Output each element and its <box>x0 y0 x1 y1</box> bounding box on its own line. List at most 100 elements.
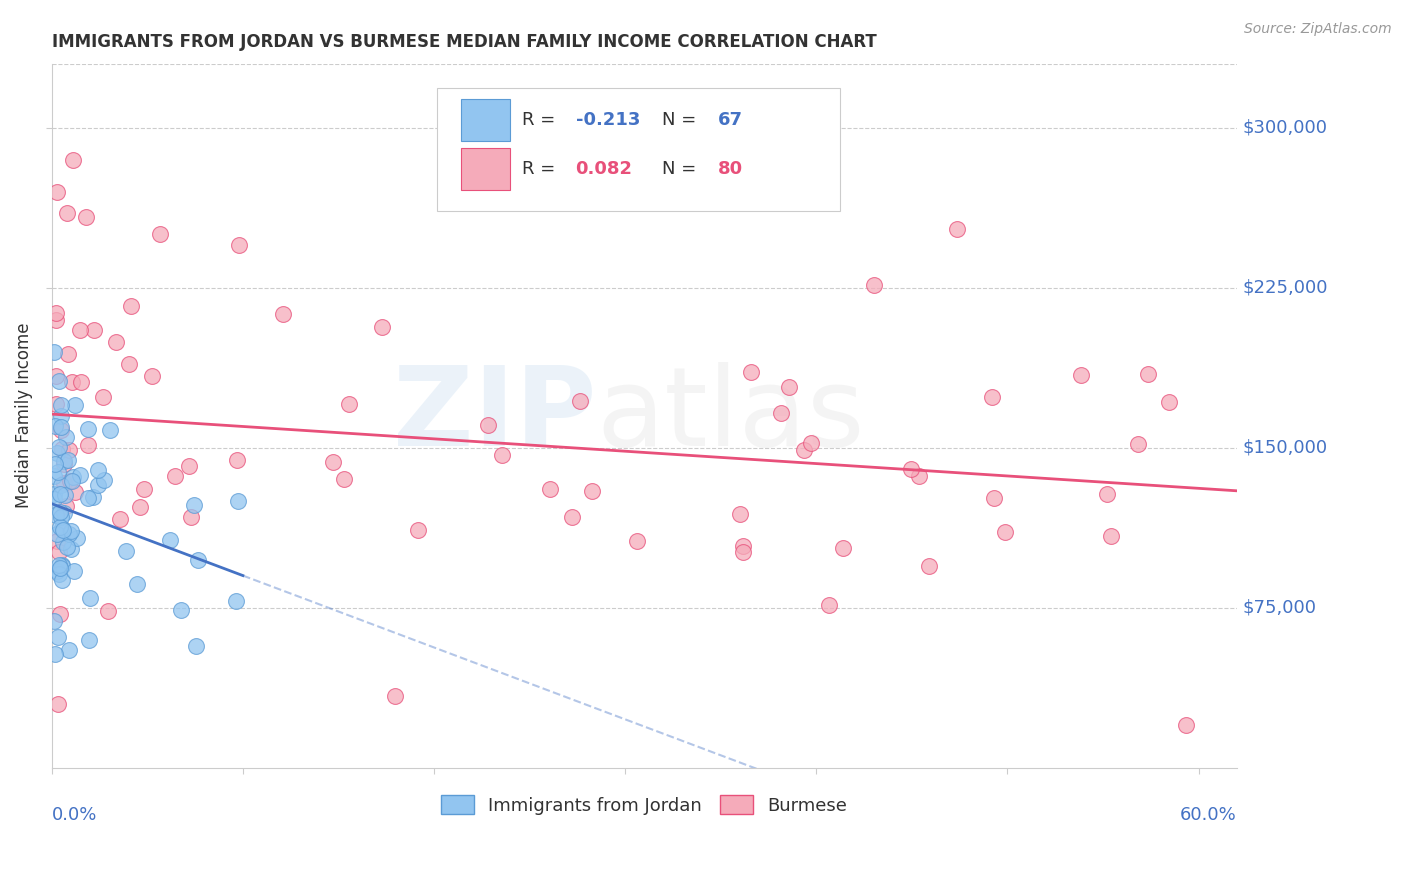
Point <box>53 488 76 502</box>
Point <box>97 604 120 618</box>
Point <box>62 375 84 389</box>
Point <box>77 632 100 647</box>
Point <box>76 437 98 451</box>
Point <box>51 520 73 534</box>
Point <box>55 430 77 444</box>
Point <box>271 307 294 321</box>
Point <box>108 512 131 526</box>
Point <box>48 545 70 559</box>
Point <box>322 455 344 469</box>
Point <box>225 452 247 467</box>
Point <box>86 477 108 491</box>
Point <box>56 540 79 554</box>
Point <box>56 206 79 220</box>
Point <box>46 630 69 644</box>
Point <box>87 463 110 477</box>
Text: -0.213: -0.213 <box>575 111 640 128</box>
Point <box>66 531 89 545</box>
Point <box>44 419 66 434</box>
Point <box>226 493 249 508</box>
Point <box>818 598 841 612</box>
Point <box>1070 368 1092 382</box>
Text: 0.0%: 0.0% <box>52 806 97 824</box>
Point <box>863 278 886 293</box>
Point <box>69 468 91 483</box>
Point <box>45 305 67 319</box>
Point <box>129 500 152 514</box>
Point <box>52 523 75 537</box>
Point <box>45 368 67 383</box>
Point <box>731 545 754 559</box>
Point <box>52 507 75 521</box>
Point <box>115 543 138 558</box>
Point <box>994 524 1017 539</box>
Point <box>58 347 80 361</box>
Point <box>225 593 247 607</box>
Point <box>51 477 73 491</box>
Point <box>98 423 121 437</box>
Point <box>730 507 752 521</box>
Text: 60.0%: 60.0% <box>1180 806 1237 824</box>
Point <box>117 357 139 371</box>
FancyBboxPatch shape <box>461 99 510 141</box>
Point <box>384 690 406 704</box>
Point <box>42 469 65 483</box>
Text: $150,000: $150,000 <box>1243 439 1327 457</box>
Text: 80: 80 <box>717 161 742 178</box>
Point <box>104 334 127 349</box>
Point <box>45 526 67 541</box>
Point <box>77 491 100 505</box>
Point <box>91 390 114 404</box>
Point <box>48 697 70 711</box>
Point <box>48 374 70 388</box>
Legend: Immigrants from Jordan, Burmese: Immigrants from Jordan, Burmese <box>434 789 855 822</box>
Y-axis label: Median Family Income: Median Family Income <box>15 323 32 508</box>
Point <box>51 573 73 587</box>
Point <box>45 564 67 578</box>
Point <box>45 397 67 411</box>
Point <box>49 409 72 423</box>
Point <box>44 647 66 661</box>
Point <box>48 567 70 582</box>
Text: $225,000: $225,000 <box>1243 278 1329 296</box>
Point <box>62 475 84 489</box>
Point <box>79 591 101 605</box>
Point <box>568 394 591 409</box>
Point <box>42 487 65 501</box>
Text: N =: N = <box>662 111 702 128</box>
Point <box>56 452 79 467</box>
Point <box>337 397 360 411</box>
Text: Source: ZipAtlas.com: Source: ZipAtlas.com <box>1244 22 1392 37</box>
Text: R =: R = <box>522 161 561 178</box>
Point <box>626 533 648 548</box>
Text: 67: 67 <box>717 111 742 128</box>
Point <box>49 520 72 534</box>
Point <box>60 542 83 557</box>
Point <box>1137 368 1160 382</box>
Point <box>58 527 80 541</box>
Point <box>561 509 583 524</box>
Point <box>42 614 65 628</box>
Text: N =: N = <box>662 161 702 178</box>
Point <box>46 185 69 199</box>
Point <box>93 473 115 487</box>
Point <box>58 643 80 657</box>
Point <box>52 535 75 549</box>
Point <box>63 398 86 412</box>
Point <box>981 390 1004 404</box>
Point <box>48 465 70 479</box>
Text: IMMIGRANTS FROM JORDAN VS BURMESE MEDIAN FAMILY INCOME CORRELATION CHART: IMMIGRANTS FROM JORDAN VS BURMESE MEDIAN… <box>52 33 876 51</box>
Point <box>149 227 172 242</box>
Point <box>51 559 73 574</box>
Point <box>62 470 84 484</box>
Point <box>491 448 513 462</box>
FancyBboxPatch shape <box>461 148 510 190</box>
Point <box>49 561 72 575</box>
Text: ZIP: ZIP <box>394 362 598 469</box>
Text: $75,000: $75,000 <box>1243 599 1316 616</box>
Point <box>141 368 163 383</box>
Point <box>918 558 941 573</box>
Text: 0.082: 0.082 <box>575 161 633 178</box>
Point <box>51 558 73 572</box>
Point <box>832 541 855 555</box>
